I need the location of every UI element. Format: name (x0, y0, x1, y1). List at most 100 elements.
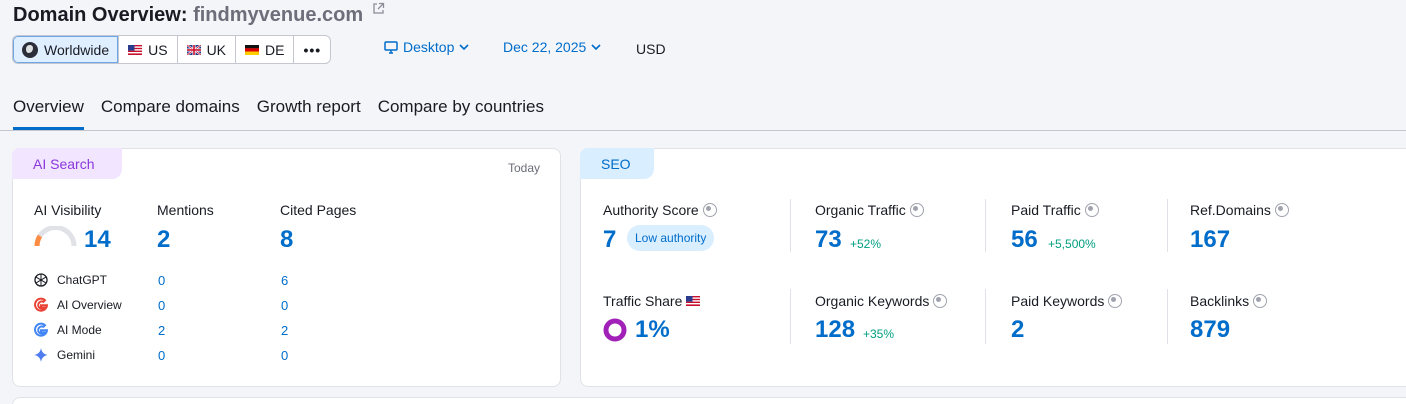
organic-keywords-value[interactable]: 128 (815, 316, 856, 343)
region-selector: Worldwide US UK DE ••• (12, 35, 332, 64)
region-label: DE (265, 41, 285, 58)
divider (1167, 199, 1168, 252)
mentions-value[interactable]: 2 (157, 226, 171, 253)
info-icon[interactable] (1274, 203, 1289, 217)
traffic-share-ring-icon (603, 318, 627, 342)
region-label: US (148, 41, 168, 58)
region-uk[interactable]: UK (178, 36, 237, 63)
currency-label: USD (636, 41, 666, 57)
source-mentions[interactable]: 0 (158, 298, 166, 313)
us-flag-icon (128, 44, 143, 55)
device-label: Desktop (403, 39, 455, 55)
ai-search-pill: AI Search (12, 148, 122, 179)
ref-domains-value[interactable]: 167 (1190, 226, 1231, 253)
tab-compare-domains[interactable]: Compare domains (100, 97, 240, 116)
info-icon[interactable] (909, 203, 924, 217)
de-flag-icon (245, 44, 260, 55)
next-card-edge (12, 397, 1406, 404)
source-row-gemini: Gemini (33, 347, 95, 363)
gemini-icon (34, 348, 48, 362)
cited-pages-value[interactable]: 8 (280, 226, 294, 253)
date-dropdown[interactable]: Dec 22, 2025 (503, 39, 601, 55)
paid-keywords-label: Paid Keywords (1011, 293, 1123, 309)
organic-keywords-delta: +35% (863, 327, 895, 341)
info-icon[interactable] (1253, 294, 1268, 308)
uk-flag-icon (186, 44, 201, 55)
divider (985, 289, 986, 344)
cited-pages-label: Cited Pages (280, 202, 357, 218)
title-prefix: Domain Overview: (13, 4, 188, 26)
divider (790, 199, 791, 252)
us-flag-icon (686, 296, 701, 306)
seo-pill: SEO (580, 148, 654, 179)
globe-icon (22, 41, 38, 58)
source-name: ChatGPT (57, 273, 108, 287)
divider (1167, 289, 1168, 344)
tab-bar: Overview Compare domains Growth report C… (13, 97, 544, 130)
organic-keywords-label: Organic Keywords (815, 293, 948, 309)
chevron-down-icon (459, 43, 469, 50)
ai-search-card: AI Search Today AI Visibility 14 Mention… (12, 148, 561, 387)
source-name: AI Overview (57, 298, 122, 312)
source-cited[interactable]: 0 (281, 348, 289, 363)
organic-traffic-label: Organic Traffic (815, 202, 924, 218)
ai-visibility-value[interactable]: 14 (84, 226, 111, 253)
external-link-icon[interactable] (372, 2, 385, 15)
seo-card: SEO Authority Score 7 Low authority Orga… (580, 148, 1406, 387)
traffic-share-value[interactable]: 1% (635, 316, 670, 343)
authority-badge: Low authority (627, 225, 715, 251)
source-cited[interactable]: 2 (281, 323, 289, 338)
tab-overview[interactable]: Overview (13, 97, 84, 130)
authority-score-value[interactable]: 7 (603, 226, 617, 253)
divider (790, 289, 791, 344)
more-icon: ••• (303, 41, 322, 58)
region-label: Worldwide (44, 41, 110, 58)
organic-traffic-value[interactable]: 73 (815, 226, 842, 253)
info-icon[interactable] (1108, 294, 1123, 308)
tab-compare-by-countries[interactable]: Compare by countries (377, 97, 545, 116)
paid-traffic-label: Paid Traffic (1011, 202, 1099, 218)
source-name: AI Mode (57, 323, 102, 337)
backlinks-value[interactable]: 879 (1190, 316, 1231, 343)
source-row-chatgpt: ChatGPT (33, 272, 107, 288)
region-us[interactable]: US (119, 36, 178, 63)
region-label: UK (206, 41, 227, 58)
source-cited[interactable]: 6 (281, 273, 289, 288)
more-regions-button[interactable]: ••• (294, 36, 330, 63)
tab-growth-report[interactable]: Growth report (256, 97, 361, 116)
period-label: Today (507, 161, 540, 175)
source-mentions[interactable]: 2 (158, 323, 166, 338)
info-icon[interactable] (702, 203, 717, 217)
info-icon[interactable] (933, 294, 948, 308)
date-label: Dec 22, 2025 (503, 39, 587, 55)
organic-traffic-delta: +52% (850, 237, 882, 251)
source-mentions[interactable]: 0 (158, 273, 166, 288)
region-de[interactable]: DE (236, 36, 295, 63)
chevron-down-icon (591, 43, 601, 50)
chatgpt-icon (34, 273, 48, 287)
tabs-divider (0, 130, 1406, 131)
google-icon (34, 322, 49, 337)
source-name: Gemini (57, 348, 96, 362)
info-icon[interactable] (1084, 203, 1099, 217)
authority-score-label: Authority Score (603, 202, 717, 218)
backlinks-label: Backlinks (1190, 293, 1268, 309)
source-mentions[interactable]: 0 (158, 348, 166, 363)
source-row-ai-overview: AI Overview (33, 297, 122, 313)
divider (985, 199, 986, 252)
source-row-ai-mode: AI Mode (33, 322, 102, 338)
paid-traffic-delta: +5,500% (1048, 237, 1096, 251)
ai-visibility-label: AI Visibility (34, 202, 102, 218)
paid-keywords-value[interactable]: 2 (1011, 316, 1025, 343)
paid-traffic-value[interactable]: 56 (1011, 226, 1038, 253)
page-title: Domain Overview: findmyvenue.com (13, 2, 385, 27)
traffic-share-label: Traffic Share (603, 293, 701, 309)
device-dropdown[interactable]: Desktop (384, 39, 469, 55)
google-icon (34, 297, 49, 312)
desktop-icon (384, 40, 398, 54)
ref-domains-label: Ref.Domains (1190, 202, 1289, 218)
region-worldwide[interactable]: Worldwide (13, 36, 120, 63)
source-cited[interactable]: 0 (281, 298, 289, 313)
domain-name: findmyvenue.com (193, 4, 364, 26)
visibility-gauge (34, 226, 77, 247)
